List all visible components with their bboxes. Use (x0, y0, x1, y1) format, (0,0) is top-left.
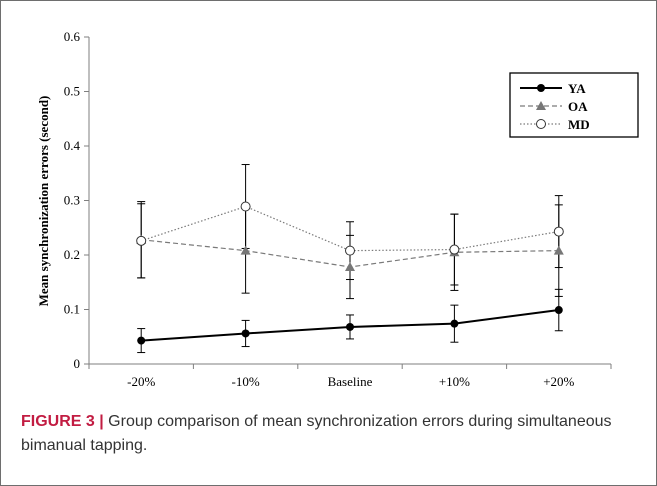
y-tick-label: 0.3 (64, 193, 80, 208)
figure-caption: FIGURE 3 | Group comparison of mean sync… (21, 410, 631, 458)
y-tick-label: 0.4 (64, 138, 81, 153)
legend-marker-md (536, 119, 546, 129)
y-tick-label: 0.2 (64, 247, 80, 262)
data-point-ya (241, 329, 250, 338)
data-point-oa (553, 245, 564, 255)
figure-label: FIGURE 3 | (21, 413, 104, 430)
data-point-md (136, 235, 147, 246)
x-tick-label: Baseline (328, 374, 373, 389)
data-point-ya (554, 306, 563, 315)
y-tick-label: 0.6 (64, 29, 81, 44)
x-tick-label: +10% (439, 374, 470, 389)
x-tick-label: -20% (127, 374, 155, 389)
data-point-ya (450, 319, 459, 328)
data-point-oa (240, 245, 251, 255)
x-tick-label: -10% (232, 374, 260, 389)
legend-box (509, 72, 639, 138)
y-tick-label: 0.1 (64, 302, 80, 317)
data-point-md (240, 201, 251, 212)
data-point-md (449, 244, 460, 255)
data-point-md (345, 245, 355, 256)
x-tick-label: +20% (543, 374, 574, 389)
data-point-ya (137, 336, 146, 345)
y-axis-label: Mean synchronization errors (second) (36, 96, 51, 307)
legend-marker-oa (536, 101, 546, 110)
data-point-oa (345, 261, 355, 271)
data-point-ya (346, 322, 354, 331)
legend-label-ya: YA (568, 81, 586, 96)
chart-axes: 0 0.1 0.2 0.3 0.4 0.5 0.6 -20% -10% Baseline +10% +… (64, 29, 612, 389)
legend-label-md: MD (568, 117, 590, 132)
y-tick-label: 0 (74, 356, 81, 371)
legend-marker-ya (537, 84, 545, 92)
caption-text: Group comparison of mean synchronization… (21, 413, 612, 454)
legend-label-oa: OA (568, 99, 588, 114)
chart-marks (136, 164, 564, 354)
line-chart: 0 0.1 0.2 0.3 0.4 0.5 0.6 -20% -10% Baseline +10% +… (36, 29, 639, 389)
legend: YA OA MD (509, 72, 639, 138)
y-tick-label: 0.5 (64, 84, 80, 99)
data-point-md (553, 226, 564, 237)
